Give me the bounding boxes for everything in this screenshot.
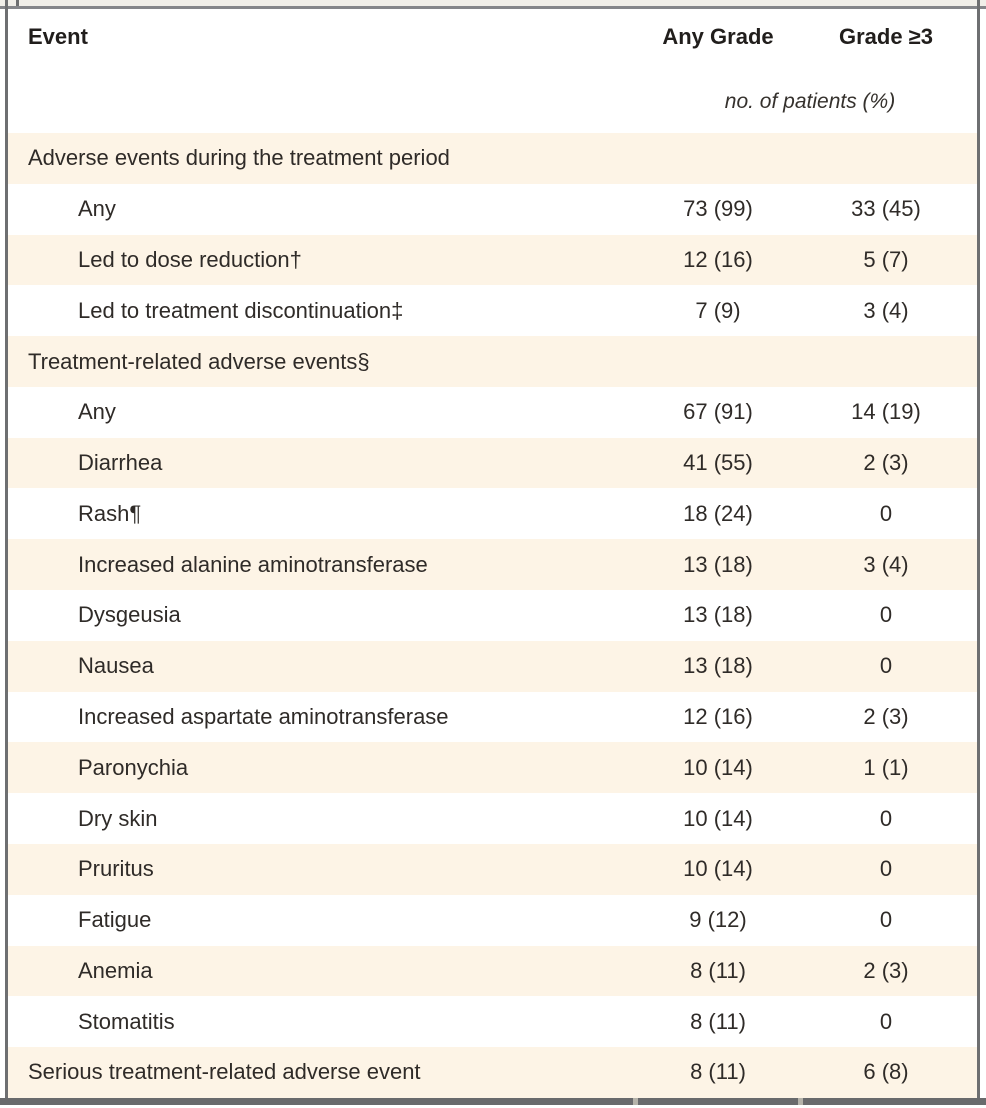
column-header-grade-3: Grade ≥3: [838, 24, 933, 49]
table-row: Led to treatment discontinuation‡ 7 (9) …: [8, 285, 977, 337]
grade-3-value: 0: [879, 856, 893, 882]
any-grade-value: 8 (11): [690, 957, 746, 983]
column-header-any-grade: Any Grade: [662, 24, 774, 49]
event-label: Dysgeusia: [78, 602, 181, 628]
event-label: Dry skin: [78, 805, 158, 831]
grade-3-value: 6 (8): [863, 1059, 909, 1085]
any-grade-value: 10 (14): [683, 856, 753, 882]
table-rows: Adverse events during the treatment peri…: [8, 133, 977, 1098]
grade-3-value: 0: [879, 653, 893, 679]
table-row: Dry skin 10 (14) 0: [8, 793, 977, 844]
table-border-left: [5, 0, 8, 1098]
any-grade-value: 10 (14): [683, 754, 753, 780]
event-label: Diarrhea: [78, 450, 163, 476]
table-row: Anemia 8 (11) 2 (3): [8, 945, 977, 997]
grade-3-value: 0: [879, 805, 893, 831]
table-row: Fatigue 9 (12) 0: [8, 894, 977, 946]
grade-3-value: 0: [879, 500, 893, 526]
table-row: Serious treatment-related adverse event …: [8, 1047, 977, 1098]
table-row: Any 73 (99) 33 (45): [8, 183, 977, 235]
grade-3-value: 2 (3): [863, 957, 909, 983]
grade-3-value: 33 (45): [851, 196, 921, 222]
table-row: Diarrhea 41 (55) 2 (3): [8, 437, 977, 489]
any-grade-value: 13 (18): [683, 653, 753, 679]
event-label: Increased aspartate aminotransferase: [78, 703, 449, 729]
event-label: Anemia: [78, 957, 153, 983]
event-label: Serious treatment-related adverse event: [28, 1059, 421, 1085]
any-grade-value: 8 (11): [690, 1008, 746, 1034]
any-grade-value: 12 (16): [683, 703, 753, 729]
event-label: Led to dose reduction†: [78, 246, 302, 272]
event-label: Stomatitis: [78, 1008, 175, 1034]
cropped-area-above: [0, 0, 986, 6]
table-row: Increased aspartate aminotransferase 12 …: [8, 691, 977, 743]
grade-3-value: 3 (4): [863, 551, 909, 577]
bottom-edge-notch: [798, 1098, 803, 1105]
table-border-right: [977, 0, 980, 1098]
grade-3-value: 1 (1): [863, 754, 909, 780]
table-row: Paronychia 10 (14) 1 (1): [8, 742, 977, 794]
table-row: Treatment-related adverse events§: [8, 336, 977, 387]
event-label: Treatment-related adverse events§: [28, 348, 370, 374]
any-grade-value: 7 (9): [695, 297, 741, 323]
any-grade-value: 10 (14): [683, 805, 753, 831]
any-grade-value: 9 (12): [689, 907, 747, 933]
event-label: Rash¶: [78, 500, 142, 526]
event-label: Led to treatment discontinuation‡: [78, 297, 404, 323]
event-label: Paronychia: [78, 754, 189, 780]
grade-3-value: 0: [879, 907, 893, 933]
grade-3-value: 2 (3): [863, 703, 909, 729]
header-top-rule: [0, 6, 986, 9]
table-row: Stomatitis 8 (11) 0: [8, 996, 977, 1048]
table-row: Rash¶ 18 (24) 0: [8, 488, 977, 540]
grade-3-value: 14 (19): [851, 399, 921, 425]
table-row: Pruritus 10 (14) 0: [8, 843, 977, 895]
grade-3-value: 0: [879, 1008, 893, 1034]
grade-3-value: 3 (4): [863, 297, 909, 323]
cropped-line-remnant: [16, 0, 19, 6]
table-row: Adverse events during the treatment peri…: [8, 133, 977, 184]
event-label: Pruritus: [78, 856, 154, 882]
grade-3-value: 5 (7): [863, 246, 909, 272]
any-grade-value: 8 (11): [690, 1059, 746, 1085]
unit-note: no. of patients (%): [724, 90, 896, 113]
bottom-edge-notch: [633, 1098, 638, 1105]
column-header-event: Event: [28, 24, 88, 49]
any-grade-value: 41 (55): [683, 450, 753, 476]
table-row: Dysgeusia 13 (18) 0: [8, 590, 977, 641]
event-label: Any: [78, 196, 116, 222]
table-row: Any 67 (91) 14 (19): [8, 386, 977, 438]
any-grade-value: 73 (99): [683, 196, 753, 222]
grade-3-value: 0: [879, 602, 893, 628]
grade-3-value: 2 (3): [863, 450, 909, 476]
any-grade-value: 67 (91): [683, 399, 753, 425]
any-grade-value: 18 (24): [683, 500, 753, 526]
event-label: Increased alanine aminotransferase: [78, 551, 428, 577]
any-grade-value: 13 (18): [683, 551, 753, 577]
table-bottom-edge: [0, 1098, 986, 1105]
event-label: Fatigue: [78, 907, 152, 933]
any-grade-value: 12 (16): [683, 246, 753, 272]
event-label: Nausea: [78, 653, 154, 679]
table-row: Nausea 13 (18) 0: [8, 640, 977, 692]
table-row: Increased alanine aminotransferase 13 (1…: [8, 539, 977, 591]
table-row: Led to dose reduction† 12 (16) 5 (7): [8, 234, 977, 286]
event-label: Adverse events during the treatment peri…: [28, 145, 450, 171]
event-label: Any: [78, 399, 116, 425]
any-grade-value: 13 (18): [683, 602, 753, 628]
